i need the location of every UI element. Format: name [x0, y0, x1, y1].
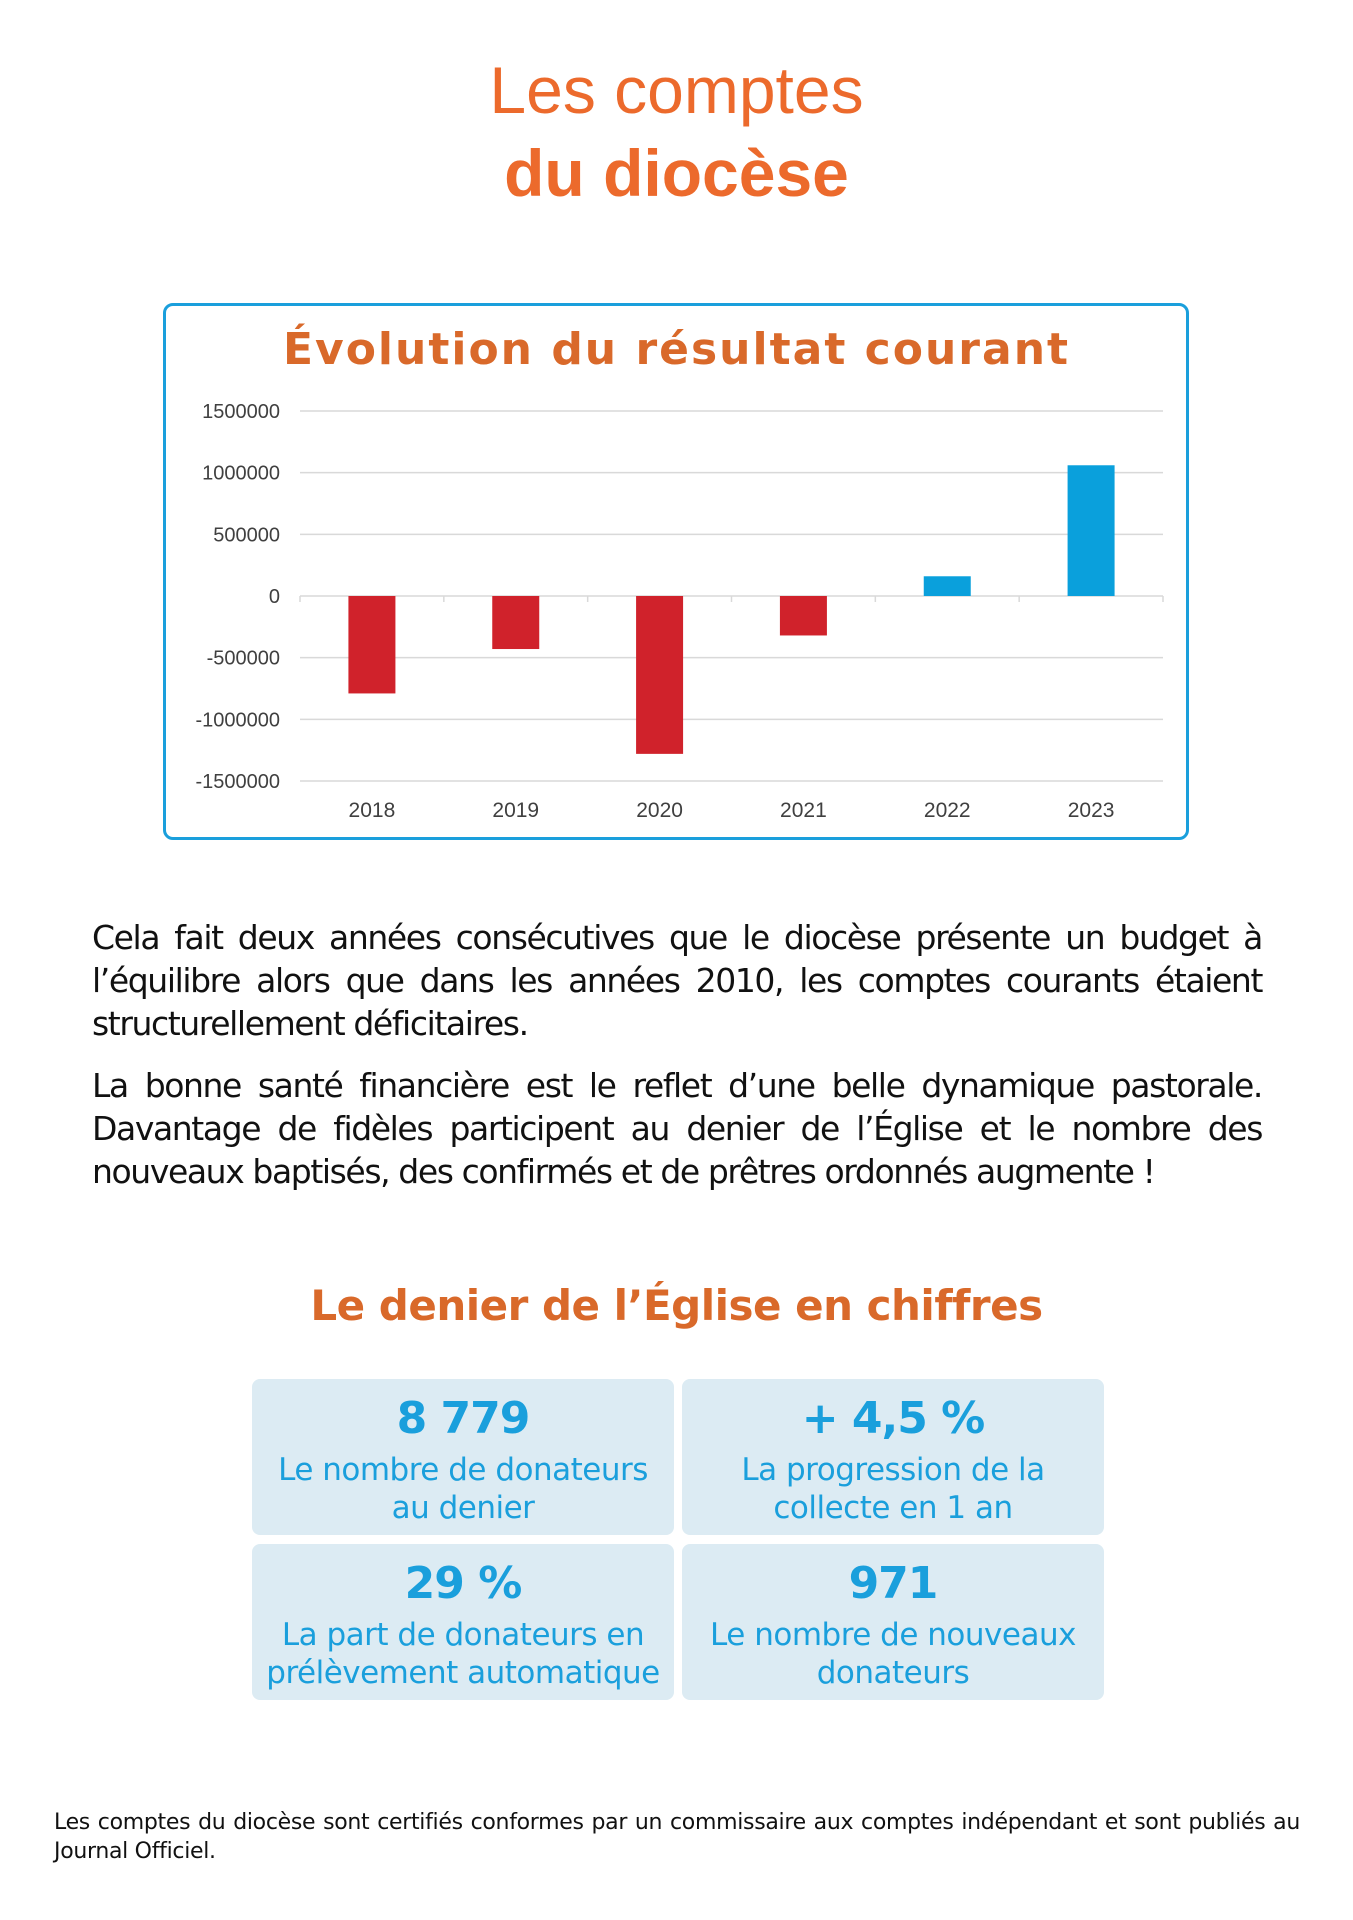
y-tick-label: -1500000 [195, 771, 280, 793]
x-tick-label: 2019 [492, 799, 539, 822]
y-tick-label: 1000000 [202, 463, 280, 485]
x-tick-label: 2021 [780, 799, 827, 822]
x-tick-label: 2020 [636, 799, 683, 822]
footnote: Les comptes du diocèse sont certifiés co… [54, 1810, 1300, 1864]
y-tick-label: -1000000 [195, 709, 280, 731]
y-tick-label: -500000 [207, 648, 280, 670]
stats-title: Le denier de l’Église en chiffres [310, 1281, 1043, 1330]
stat-card-new-donors: 971 Le nombre de nouveaux donateurs [682, 1544, 1104, 1700]
stat-label: Le nombre de nouveaux donateurs [710, 1617, 1076, 1691]
bar-2019 [492, 596, 540, 650]
bar-2023 [1067, 465, 1115, 596]
stat-card-donors: 8 779 Le nombre de donateurs au denier [252, 1379, 674, 1535]
page-title-line1: Les comptes [489, 53, 864, 127]
y-tick-label: 500000 [213, 524, 280, 546]
x-tick-label: 2023 [1068, 799, 1115, 822]
body-text: Cela fait deux années consécutives que l… [92, 916, 1263, 1212]
stat-label: La part de donateurs en prélèvement auto… [266, 1617, 660, 1691]
bar-2018 [348, 596, 396, 694]
stat-value: 8 779 [396, 1393, 531, 1444]
stat-label: Le nombre de donateurs au denier [278, 1452, 648, 1526]
stat-card-growth: + 4,5 % La progression de la collecte en… [682, 1379, 1104, 1535]
bar-2021 [779, 596, 827, 636]
y-tick-label: 1500000 [202, 401, 280, 423]
result-chart: 1500000 1000000 500000 0 -500000 -1000000 -150… [195, 401, 1164, 822]
x-tick-label: 2018 [349, 799, 396, 822]
chart-title: Évolution du résultat courant [282, 324, 1071, 375]
stat-value: + 4,5 % [801, 1393, 986, 1444]
paragraph-1: Cela fait deux années consécutives que l… [92, 918, 1263, 1043]
stat-value: 971 [848, 1558, 939, 1609]
stat-value: 29 % [404, 1558, 523, 1609]
x-tick-label: 2022 [924, 799, 971, 822]
page-title-line2: du diocèse [504, 136, 849, 210]
y-tick-label: 0 [269, 586, 280, 608]
stat-card-auto-debit: 29 % La part de donateurs en prélèvement… [252, 1544, 674, 1700]
paragraph-2: La bonne santé financière est le reflet … [92, 1066, 1263, 1191]
stat-label: La progression de la collecte en 1 an [741, 1452, 1045, 1526]
bar-2020 [636, 596, 684, 754]
bar-2022 [923, 576, 971, 596]
